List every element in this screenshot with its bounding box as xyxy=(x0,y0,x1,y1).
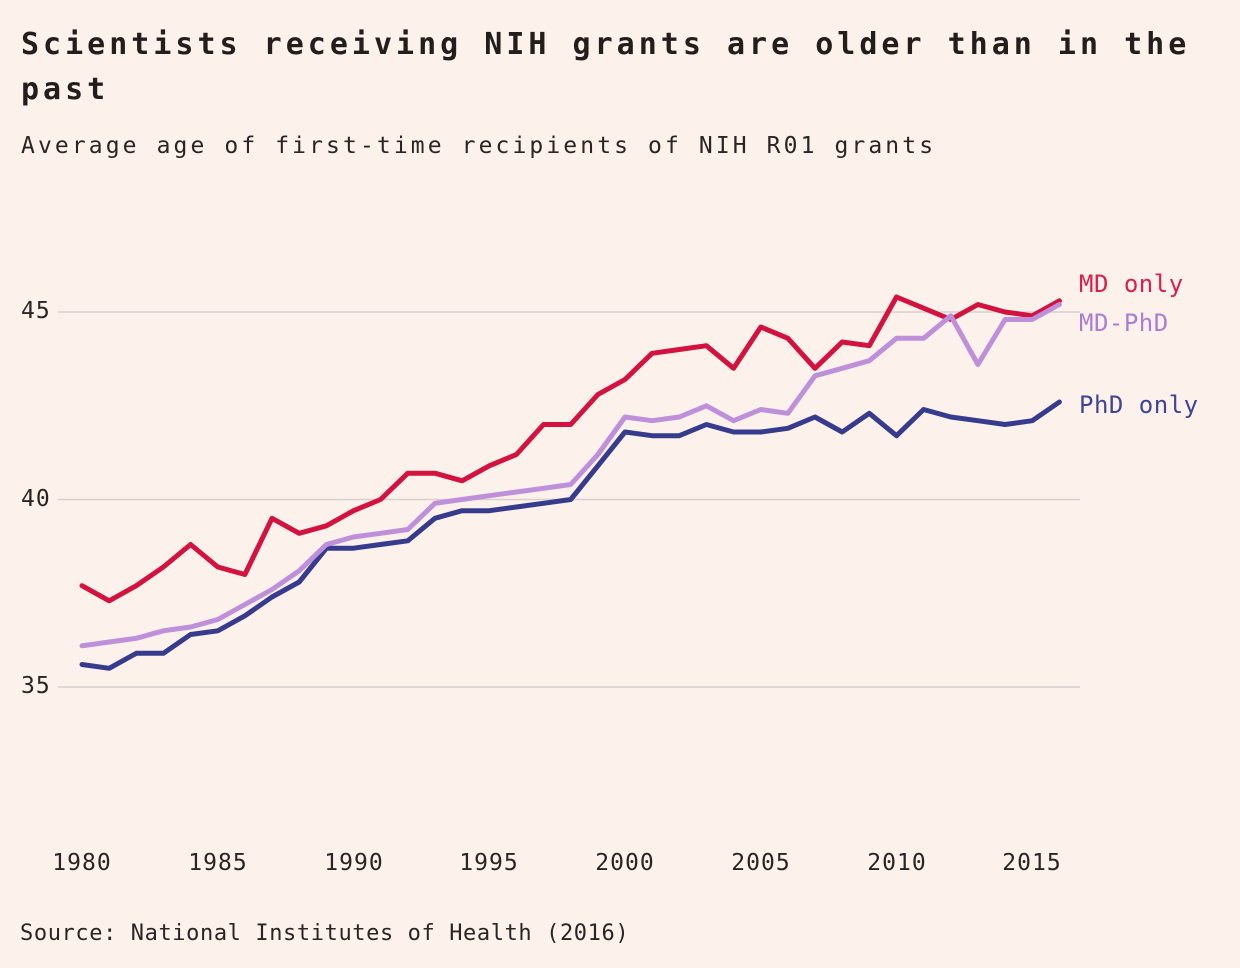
chart-subtitle: Average age of first-time recipients of … xyxy=(21,133,937,159)
legend-label-md-phd: MD-PhD xyxy=(1079,309,1169,337)
x-axis-tick-1990: 1990 xyxy=(324,850,384,876)
line-series-md-only xyxy=(79,294,1062,604)
x-axis-tick-2000: 2000 xyxy=(595,850,655,876)
legend-label-phd-only: PhD only xyxy=(1079,391,1199,419)
x-axis-tick-1980: 1980 xyxy=(52,850,112,876)
y-axis-tick-45: 45 xyxy=(21,298,51,324)
line-series-phd-only xyxy=(79,399,1062,671)
line-series-md-phd xyxy=(79,302,1062,649)
y-axis-tick-35: 35 xyxy=(21,673,51,699)
x-axis-tick-1985: 1985 xyxy=(188,850,248,876)
chart-title: Scientists receiving NIH grants are olde… xyxy=(21,27,1191,107)
x-axis-tick-1995: 1995 xyxy=(459,850,519,876)
x-axis-tick-2015: 2015 xyxy=(1002,850,1062,876)
y-axis-tick-40: 40 xyxy=(21,486,51,512)
x-axis-tick-2010: 2010 xyxy=(867,850,927,876)
x-axis-tick-2005: 2005 xyxy=(731,850,791,876)
legend-label-md-only: MD only xyxy=(1079,270,1184,298)
source-note: Source: National Institutes of Health (2… xyxy=(20,921,630,946)
